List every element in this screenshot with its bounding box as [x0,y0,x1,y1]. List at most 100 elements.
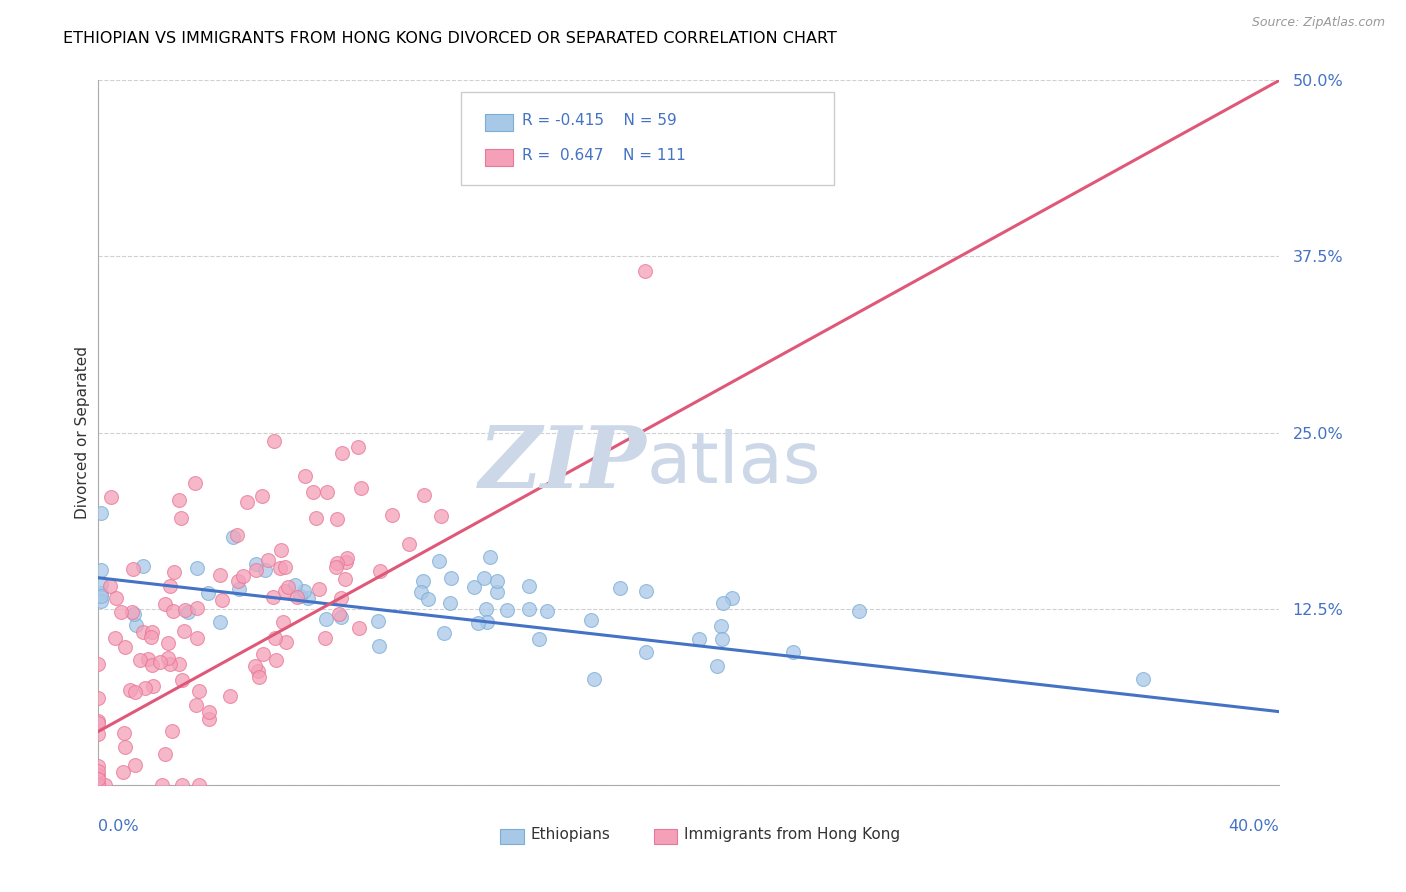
Point [100,490,122,504]
Point [582,673,605,687]
Point [274,560,297,574]
Point [186,631,208,645]
Point [176,605,198,619]
Point [427,554,450,568]
Point [87,714,110,728]
Point [439,596,461,610]
Point [124,685,146,699]
Point [124,758,146,772]
Point [90,506,112,520]
Point [292,584,315,599]
Point [301,484,323,499]
Point [277,580,299,594]
Point [336,551,359,566]
FancyBboxPatch shape [461,92,834,185]
Point [141,625,163,640]
Point [90,589,112,603]
Point [208,615,231,629]
Text: Ethiopians: Ethiopians [530,827,610,842]
Point [87,727,110,741]
Point [270,543,292,558]
Point [87,778,110,792]
Point [211,593,233,607]
Point [87,778,110,792]
Point [112,726,135,740]
Point [186,601,208,615]
Point [479,549,502,564]
Point [335,555,357,569]
Point [160,723,183,738]
Point [104,631,127,645]
Point [87,715,110,730]
Text: ETHIOPIAN VS IMMIGRANTS FROM HONG KONG DIVORCED OR SEPARATED CORRELATION CHART: ETHIOPIAN VS IMMIGRANTS FROM HONG KONG D… [63,31,837,46]
Text: Source: ZipAtlas.com: Source: ZipAtlas.com [1251,16,1385,29]
Point [485,585,508,599]
Point [367,614,389,628]
Point [87,764,110,778]
Y-axis label: Divorced or Separated: Divorced or Separated [75,346,90,519]
Point [517,602,540,616]
Text: Immigrants from Hong Kong: Immigrants from Hong Kong [685,827,900,842]
Point [162,604,184,618]
Point [720,591,742,606]
Point [711,595,734,609]
Point [496,603,519,617]
Point [711,632,734,646]
Point [252,647,274,661]
Point [246,665,269,679]
Point [284,578,307,592]
Point [475,615,498,629]
Point [197,586,219,600]
Point [333,573,356,587]
Point [325,512,347,526]
Point [120,682,142,697]
Point [264,632,287,646]
Point [87,758,110,772]
Point [141,657,163,672]
Point [314,631,336,645]
Point [87,657,110,671]
Point [636,645,658,659]
Text: ZIP: ZIP [479,422,647,506]
Point [228,582,250,596]
Point [245,557,267,571]
Point [316,484,339,499]
Point [170,511,193,525]
Point [142,680,165,694]
Point [87,768,110,782]
Point [226,574,249,588]
Point [1132,672,1154,686]
Point [609,581,631,595]
Point [87,777,110,791]
Point [156,636,179,650]
Point [172,673,194,687]
Point [225,528,247,542]
Point [250,489,273,503]
Point [150,778,173,792]
Point [429,508,451,523]
Point [848,604,870,618]
Point [139,630,162,644]
Point [536,604,558,618]
Point [328,607,350,622]
Point [219,690,242,704]
Point [169,657,191,671]
Point [294,469,316,483]
Point [134,681,156,695]
Point [90,577,112,591]
Point [527,632,550,647]
Point [285,591,308,605]
Point [90,563,112,577]
Point [433,625,456,640]
Point [187,778,209,792]
Point [412,574,434,588]
Point [198,713,221,727]
Point [112,764,135,779]
Point [87,690,110,705]
Point [198,705,221,719]
Point [90,586,112,600]
Point [330,446,353,460]
Text: R = -0.415    N = 59: R = -0.415 N = 59 [523,113,678,128]
Point [782,645,804,659]
FancyBboxPatch shape [654,829,678,844]
